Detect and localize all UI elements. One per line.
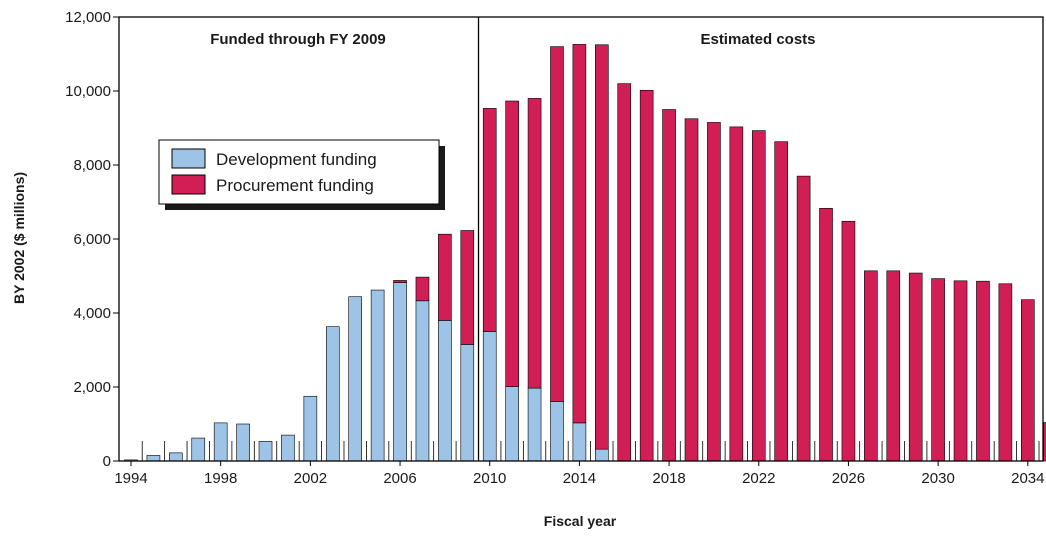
y-tick-label: 8,000 bbox=[73, 157, 111, 174]
bar-procurement-2032 bbox=[976, 280, 990, 462]
y-tick-label: 10,000 bbox=[65, 83, 111, 100]
bar-development-2013 bbox=[550, 401, 564, 462]
x-tick-label: 2018 bbox=[652, 470, 685, 487]
y-tick-label: 6,000 bbox=[73, 231, 111, 248]
x-tick-label: 2006 bbox=[383, 470, 416, 487]
x-tick-label: 1994 bbox=[114, 470, 147, 487]
bar-procurement-2034 bbox=[1020, 299, 1035, 462]
bar-development-2008 bbox=[438, 320, 452, 462]
bar-procurement-2018 bbox=[662, 109, 676, 462]
bar-development-2000 bbox=[258, 441, 273, 462]
bar-development-1999 bbox=[236, 423, 250, 462]
bar-procurement-2021 bbox=[729, 126, 744, 462]
bar-procurement-2012 bbox=[527, 98, 542, 389]
x-tick-label: 1998 bbox=[204, 470, 237, 487]
bar-development-2015 bbox=[595, 448, 609, 462]
bar-procurement-2011 bbox=[505, 100, 519, 387]
bar-procurement-2009 bbox=[460, 230, 475, 345]
bar-development-2007 bbox=[415, 300, 430, 462]
legend: Development funding Procurement funding bbox=[158, 139, 445, 210]
legend-swatch-development bbox=[171, 148, 206, 169]
region-label-estimated: Estimated costs bbox=[700, 31, 815, 48]
y-axis-title: BY 2002 ($ millions) bbox=[11, 172, 27, 304]
bar-procurement-2013 bbox=[550, 46, 564, 402]
bar-development-2001 bbox=[281, 434, 295, 462]
bar-development-1997 bbox=[191, 437, 206, 462]
x-tick-label: 2034 bbox=[1011, 470, 1044, 487]
y-tick-label: 2,000 bbox=[73, 379, 111, 396]
x-tick-labels: 1994 1998 2002 2006 2010 2014 2018 2022 2026 2030… bbox=[114, 461, 1044, 487]
bar-development-2010 bbox=[482, 331, 497, 462]
bar-development-1995 bbox=[146, 455, 161, 462]
bar-development-2004 bbox=[348, 296, 363, 462]
bar-procurement-2008 bbox=[438, 233, 452, 321]
bar-procurement-2030 bbox=[931, 278, 945, 462]
bar-procurement-2033 bbox=[998, 283, 1013, 462]
bar-procurement-2029 bbox=[908, 272, 923, 462]
x-tick-label: 2030 bbox=[921, 470, 954, 487]
legend-label-development: Development funding bbox=[216, 150, 377, 169]
legend-box bbox=[158, 139, 440, 205]
bar-procurement-2019 bbox=[684, 118, 699, 462]
bar-procurement-2010 bbox=[482, 108, 497, 332]
y-tick-label: 0 bbox=[103, 453, 111, 470]
bar-development-2005 bbox=[370, 289, 385, 462]
region-label-funded: Funded through FY 2009 bbox=[210, 31, 386, 48]
bar-procurement-2016 bbox=[617, 83, 632, 462]
x-axis-title: Fiscal year bbox=[544, 513, 617, 529]
legend-swatch-procurement bbox=[171, 174, 206, 195]
bar-development-2006 bbox=[393, 282, 407, 462]
bar-development-2002 bbox=[303, 395, 318, 462]
y-tick-label: 4,000 bbox=[73, 305, 111, 322]
y-tick-label: 12,000 bbox=[65, 9, 111, 26]
bar-procurement-2026 bbox=[841, 220, 856, 462]
bar-procurement-2017 bbox=[639, 89, 654, 462]
x-tick-label: 2014 bbox=[563, 470, 596, 487]
bar-procurement-2022 bbox=[751, 130, 766, 462]
x-tick-label: 2010 bbox=[473, 470, 506, 487]
bar-procurement-2014 bbox=[572, 44, 587, 424]
bar-procurement-2007 bbox=[415, 276, 430, 302]
x-ticks-group bbox=[141, 441, 1040, 461]
bar-procurement-2031 bbox=[953, 280, 968, 462]
x-tick-label: 2026 bbox=[832, 470, 865, 487]
bar-procurement-2023 bbox=[774, 141, 788, 462]
x-tick-label: 2002 bbox=[294, 470, 327, 487]
bar-development-2011 bbox=[505, 386, 519, 462]
bar-development-1998 bbox=[213, 422, 228, 462]
bar-procurement-2028 bbox=[886, 270, 901, 462]
y-ticks-group: 0 2,000 4,000 6,000 8,000 10,000 12,000 bbox=[65, 9, 119, 470]
bar-procurement-2015 bbox=[595, 44, 609, 450]
bar-development-2012 bbox=[527, 387, 542, 462]
bar-development-2003 bbox=[325, 326, 340, 462]
bar-procurement-2006 bbox=[393, 280, 407, 283]
bar-procurement-2035 bbox=[1043, 422, 1046, 462]
bar-development-2014 bbox=[572, 422, 587, 462]
bars-group bbox=[124, 44, 1046, 462]
bar-development-2009 bbox=[460, 344, 475, 462]
x-tick-label: 2022 bbox=[742, 470, 775, 487]
legend-label-procurement: Procurement funding bbox=[216, 176, 374, 195]
bar-development-1996 bbox=[169, 452, 183, 462]
bar-procurement-2025 bbox=[819, 207, 833, 462]
bar-procurement-2020 bbox=[707, 122, 721, 462]
bar-procurement-2027 bbox=[864, 270, 878, 462]
bar-procurement-2024 bbox=[796, 175, 811, 462]
